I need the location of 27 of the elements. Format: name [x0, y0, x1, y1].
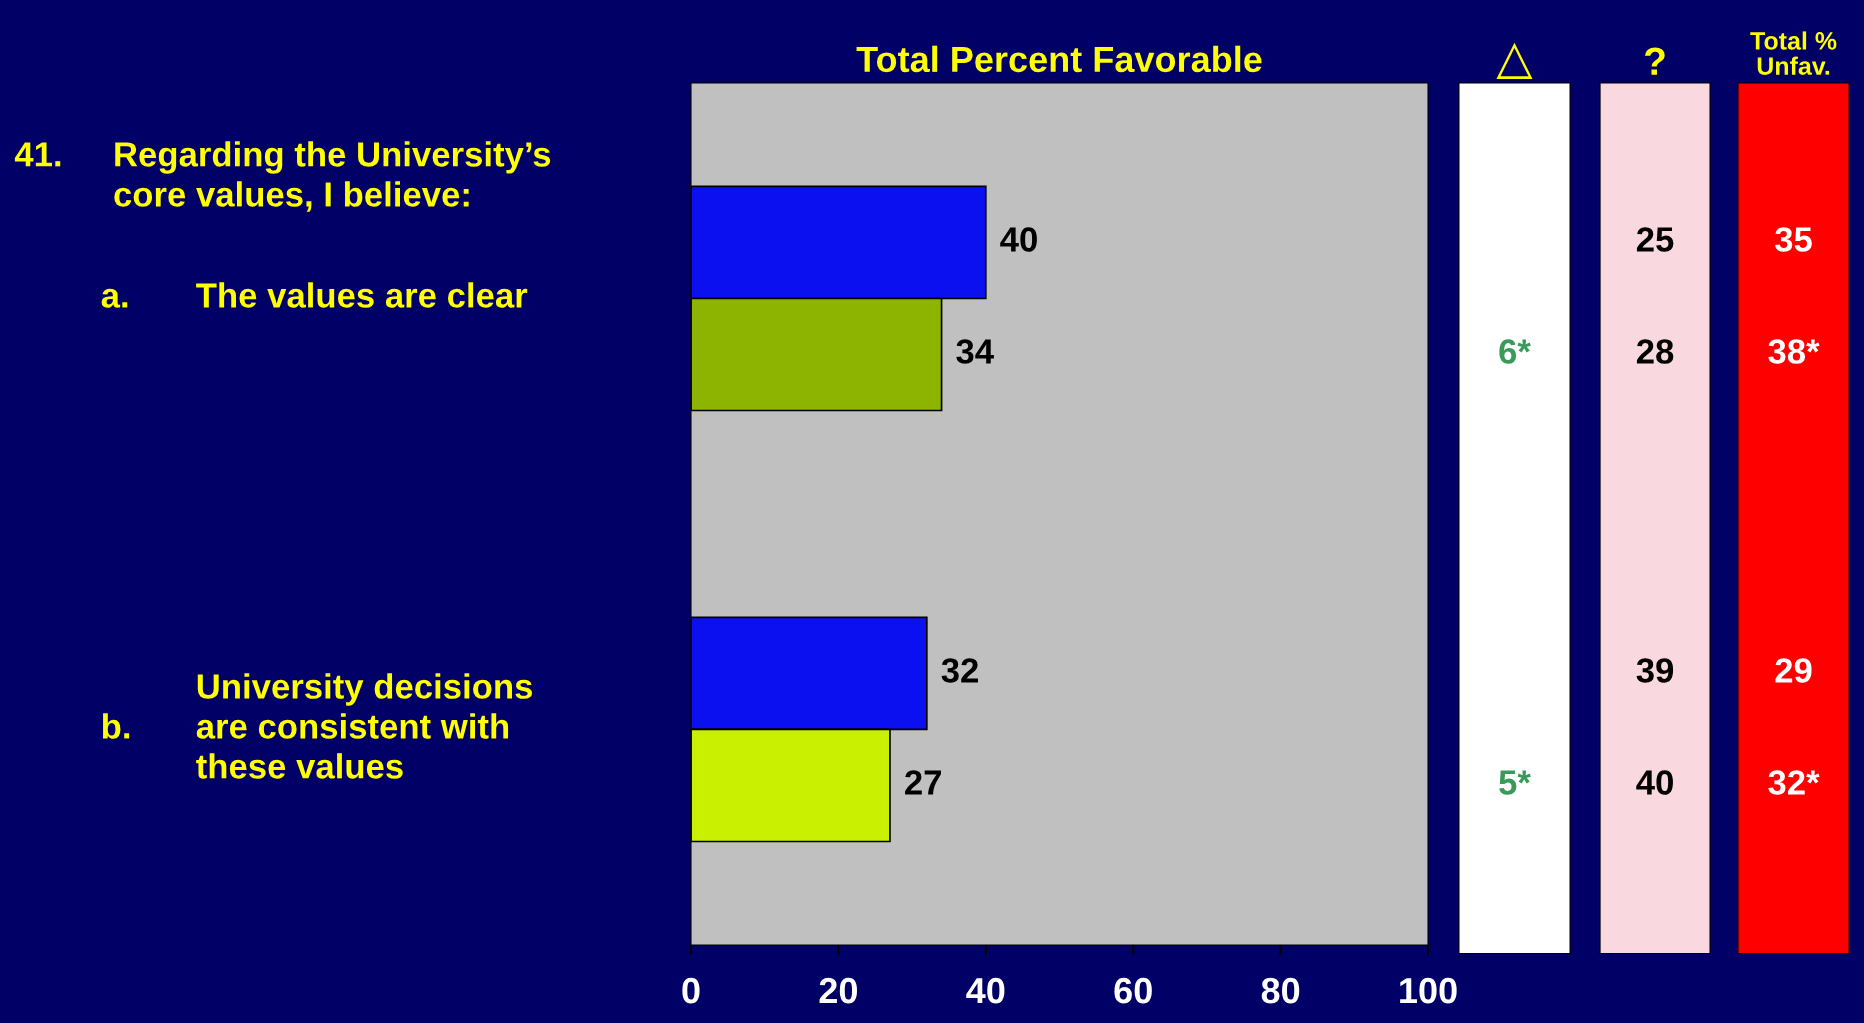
category-label: b. University decisions are consistent with these values [102, 673, 533, 779]
data-label: 35 [1775, 227, 1812, 252]
x-tick-label: 100 [1400, 977, 1457, 1004]
x-tick-label: 40 [966, 977, 1005, 1004]
data-label: 29 [1775, 658, 1812, 683]
chart-title: Total Percent Favorable [856, 45, 1262, 73]
data-label: 34 [956, 339, 994, 364]
data-label: 38* [1768, 339, 1820, 364]
category-label: a. The values are clear [101, 282, 528, 308]
text: △ [1496, 42, 1533, 79]
x-tick-label: 80 [1261, 977, 1300, 1004]
data-label: 6* [1499, 339, 1531, 364]
data-label: 27 [905, 770, 941, 795]
data-label: 25 [1636, 227, 1674, 252]
data-label: 5* [1499, 770, 1531, 795]
text: 41. Regarding the University’s core values, I believe: [14, 141, 551, 212]
data-label: 32* [1768, 770, 1820, 795]
data-label: 28 [1636, 339, 1674, 364]
x-tick-label: 20 [819, 977, 857, 1004]
data-label: 40 [1636, 770, 1673, 795]
text: ? [1644, 47, 1665, 75]
data-label: 40 [1000, 227, 1037, 252]
x-tick-label: 0 [682, 977, 700, 1004]
data-label: 39 [1636, 658, 1674, 683]
data-label: 32 [941, 658, 978, 683]
x-tick-label: 60 [1114, 977, 1152, 1004]
text: Total % Unfav. [1750, 31, 1837, 75]
